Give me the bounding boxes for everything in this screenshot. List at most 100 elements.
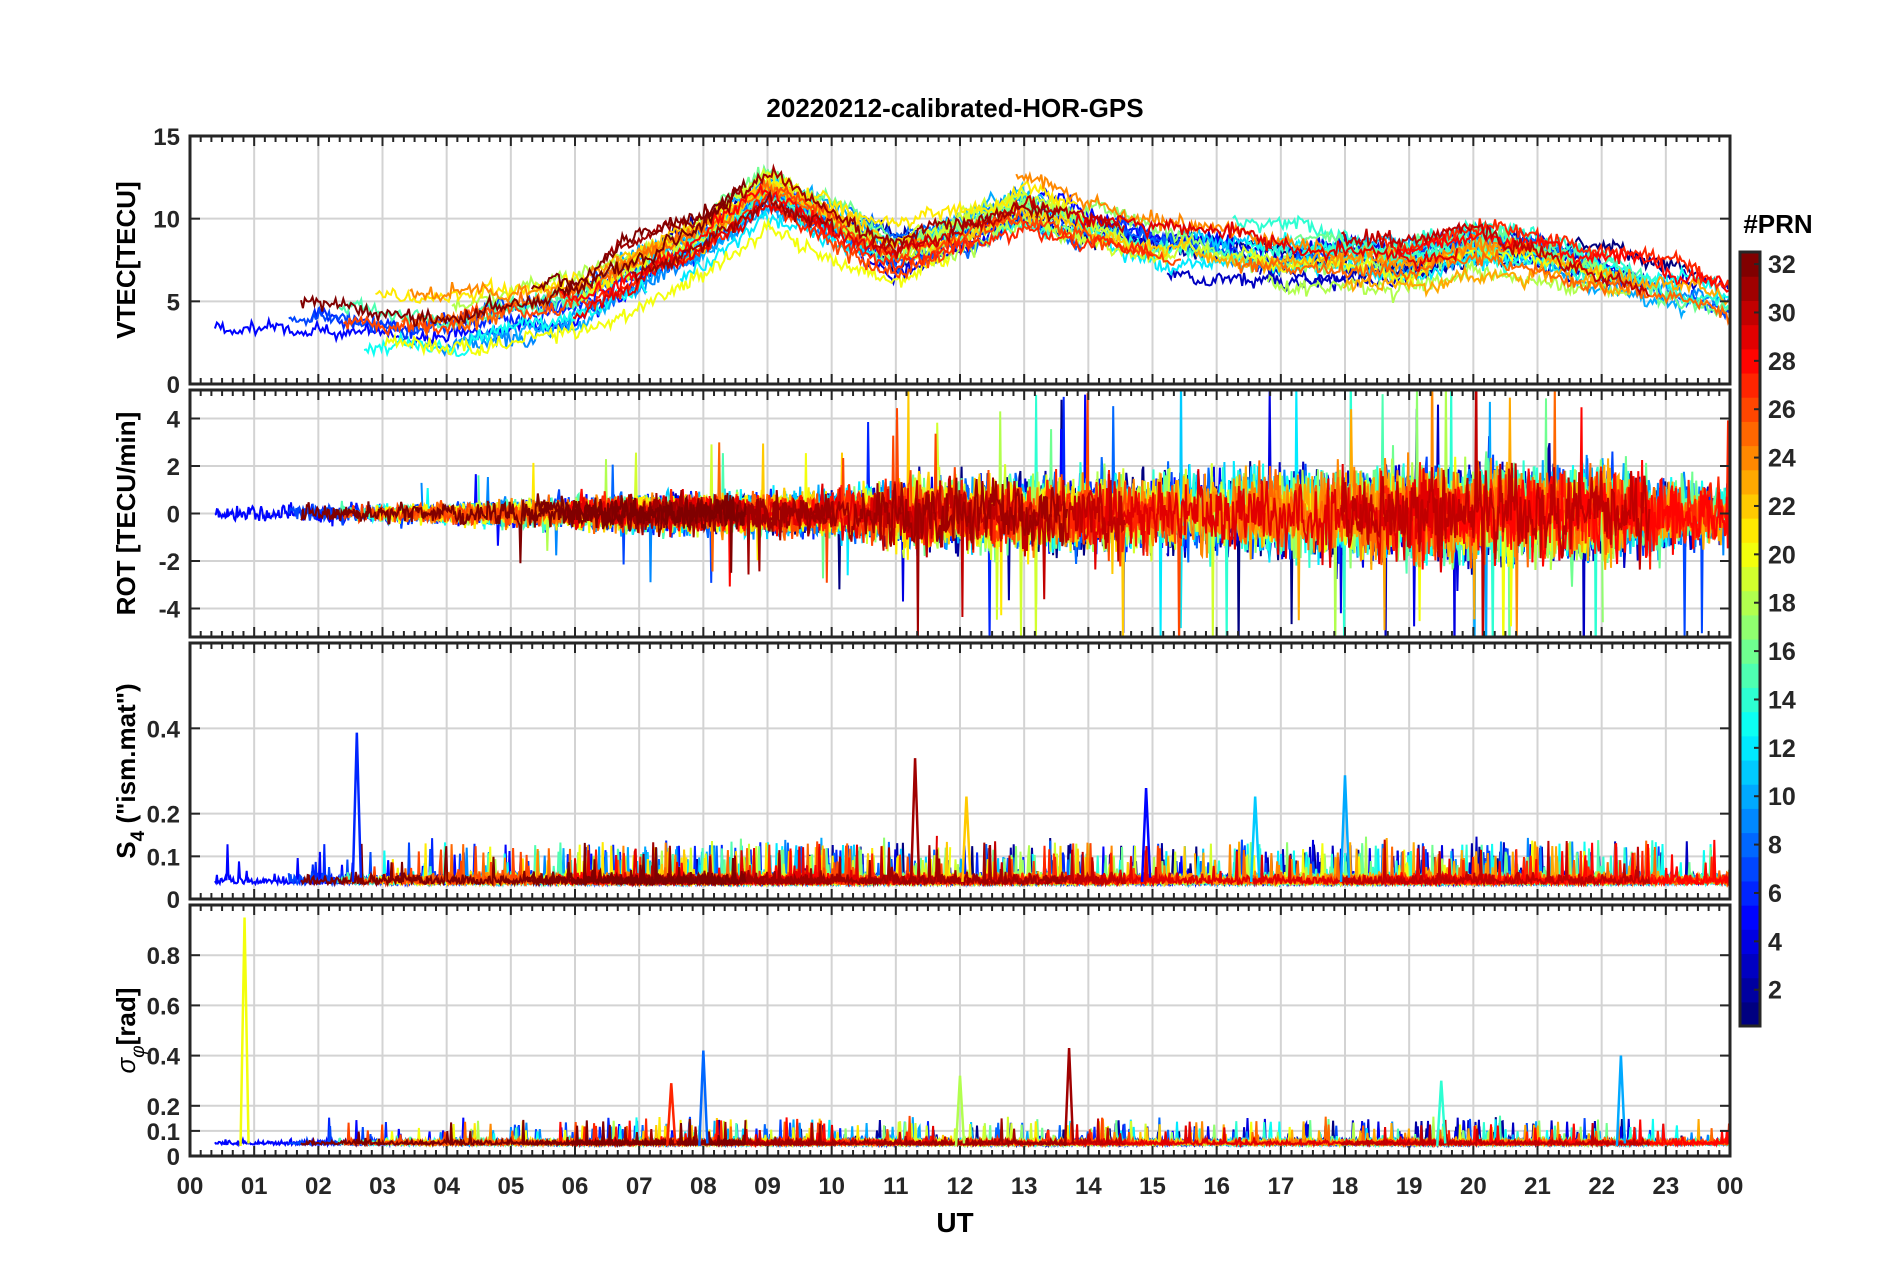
series-line-prn-30 <box>1340 390 1651 637</box>
colorbar-segment <box>1740 493 1760 519</box>
colorbar-tick-label: 10 <box>1768 783 1796 811</box>
y-tick-label: 0.1 <box>147 1119 180 1146</box>
colorbar-tick-label: 24 <box>1768 445 1796 473</box>
y-tick-label: 0 <box>167 502 180 529</box>
colorbar-tick-label: 16 <box>1768 638 1796 666</box>
series-line-prn-23 <box>1194 244 1397 276</box>
colorbar-segment <box>1740 614 1760 640</box>
y-tick-label: 0.8 <box>147 943 180 970</box>
y-tick-label: 10 <box>153 207 180 234</box>
panel-rot: -4 -2 0 2 4 ROT [TECU/min] <box>111 388 1732 639</box>
colorbar-tick-label: 20 <box>1768 541 1796 569</box>
y-tick-label: 0 <box>167 372 180 399</box>
series-line-prn-19 <box>901 190 1285 265</box>
y-tick-label: 0.6 <box>147 993 180 1020</box>
series-line-prn-32 <box>531 1120 747 1149</box>
series-line-prn-23 <box>1342 260 1632 298</box>
peak-spike <box>1615 1055 1627 1147</box>
series-line-prn-25 <box>1234 249 1730 326</box>
colorbar-tick-label: 12 <box>1768 735 1796 763</box>
y-axis-label-main: S <box>111 841 141 858</box>
y-axis-label: VTEC[TECU] <box>111 181 141 338</box>
colorbar-segment <box>1740 542 1760 568</box>
x-tick-label: 06 <box>562 1173 589 1200</box>
y-axis-label: ROT [TECU/min] <box>111 412 141 616</box>
x-tick-label: 23 <box>1652 1173 1679 1200</box>
series-group <box>214 732 1730 889</box>
y-tick-label: 0.2 <box>147 1094 180 1121</box>
colorbar-segment <box>1740 300 1760 326</box>
colorbar-segment <box>1740 735 1760 761</box>
colorbar-segment <box>1740 905 1760 930</box>
colorbar-segment <box>1740 421 1760 447</box>
chart-title: 20220212-calibrated-HOR-GPS <box>766 93 1143 123</box>
colorbar-tick-label: 8 <box>1768 832 1782 860</box>
y-tick-label: 0.4 <box>147 716 181 743</box>
colorbar-segment <box>1740 445 1760 471</box>
colorbar-tick-label: 6 <box>1768 880 1782 908</box>
panel-vtec: 0 5 10 15 VTEC[TECU] <box>111 124 1732 399</box>
colorbar-segment <box>1740 808 1760 834</box>
peak-spike <box>351 732 363 882</box>
x-tick-label: 19 <box>1396 1173 1423 1200</box>
colorbar-tick-label: 18 <box>1768 590 1796 618</box>
y-tick-label: 0.2 <box>147 802 180 829</box>
colorbar-segment <box>1740 590 1760 616</box>
colorbar-tick-label: 2 <box>1768 977 1782 1005</box>
x-tick-label: 12 <box>947 1173 974 1200</box>
y-tick-label: -4 <box>159 597 181 624</box>
colorbar-tick-label: 4 <box>1768 928 1782 956</box>
x-tick-label: 09 <box>754 1173 781 1200</box>
y-axis-label-rest: [rad] <box>111 988 141 1046</box>
y-axis-label-sub: 4 <box>128 830 149 841</box>
y-tick-label: 2 <box>167 454 180 481</box>
y-tick-label: 5 <box>167 289 180 316</box>
x-axis-label: UT <box>936 1207 973 1238</box>
series-line-prn-29 <box>572 202 938 320</box>
y-axis-label: σφ[rad] <box>111 988 149 1074</box>
colorbar-segment <box>1740 663 1760 688</box>
colorbar-tick-label: 30 <box>1768 299 1796 327</box>
y-tick-label: 0 <box>167 1144 180 1171</box>
x-tick-label: 20 <box>1460 1173 1487 1200</box>
x-tick-label: 00 <box>1717 1173 1744 1200</box>
peak-spike <box>1249 796 1261 882</box>
peak-spike <box>666 1083 677 1147</box>
colorbar-segment <box>1740 1001 1760 1027</box>
colorbar-segment <box>1740 953 1760 979</box>
x-tick-label: 15 <box>1139 1173 1166 1200</box>
colorbar-segment <box>1740 880 1760 906</box>
x-tick-label: 21 <box>1524 1173 1551 1200</box>
colorbar-segment <box>1740 518 1760 543</box>
peak-spike <box>961 796 972 882</box>
x-tick-label: 07 <box>626 1173 653 1200</box>
series-line-prn-32 <box>530 494 747 534</box>
series-line-prn-30 <box>1340 1119 1651 1149</box>
colorbar-segment <box>1740 372 1760 398</box>
y-tick-label: -2 <box>159 549 180 576</box>
y-axis-label-main: σ <box>111 1056 141 1073</box>
x-tick-label: 10 <box>818 1173 845 1200</box>
x-tick-label: 04 <box>433 1173 460 1200</box>
x-tick-label: 16 <box>1203 1173 1230 1200</box>
peak-spike <box>1140 788 1152 882</box>
colorbar-segment <box>1740 856 1760 882</box>
colorbar-segment <box>1740 977 1760 1003</box>
series-line-prn-26 <box>342 499 580 528</box>
series-line-prn-28 <box>1396 228 1730 293</box>
series-line-prn-14 <box>992 218 1464 270</box>
colorbar-tick-label: 26 <box>1768 396 1796 424</box>
peak-spike <box>698 1050 709 1147</box>
peak-spike <box>909 758 921 882</box>
peak-spike <box>1063 1048 1075 1147</box>
peak-spike <box>239 917 250 1146</box>
colorbar-segment <box>1740 276 1760 301</box>
series-line-prn-31 <box>601 477 1069 637</box>
y-axis-label: S4 ("ism.mat") <box>111 683 149 858</box>
series-line-prn-31 <box>601 163 1067 265</box>
peak-spike <box>954 1075 966 1147</box>
x-tick-label: 05 <box>497 1173 524 1200</box>
series-line-prn-30 <box>1340 221 1650 297</box>
x-tick-label: 00 <box>177 1173 204 1200</box>
